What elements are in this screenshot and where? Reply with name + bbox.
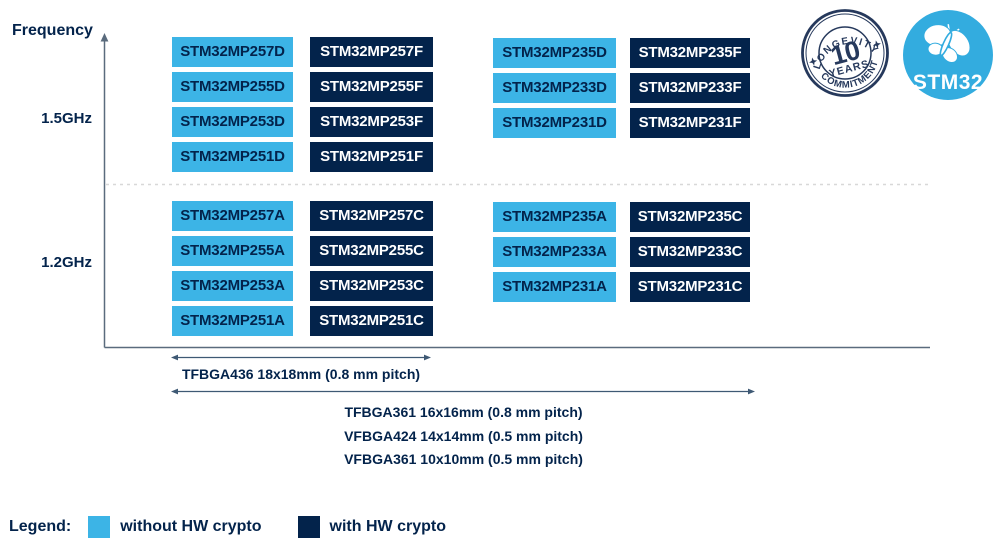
tick-1-2ghz: 1.2GHz [41, 254, 92, 271]
chip-stm32mp255d: STM32MP255D [172, 72, 293, 102]
stm32-logo: STM32 [903, 10, 993, 100]
stm32-logo-text: STM32 [913, 71, 983, 94]
legend-swatch-without-crypto [88, 516, 111, 538]
chip-stm32mp255f: STM32MP255F [310, 72, 433, 102]
chip-stm32mp233c: STM32MP233C [630, 237, 750, 267]
package-label-tfbga361: TFBGA361 16x16mm (0.8 mm pitch) [344, 404, 583, 420]
chip-stm32mp233a: STM32MP233A [493, 237, 616, 267]
stamp-star-left [809, 57, 818, 66]
chip-stm32mp253c: STM32MP253C [310, 271, 433, 301]
chip-group-mp23x-1-2ghz: STM32MP235A STM32MP235C STM32MP233A STM32MP… [493, 202, 750, 302]
chip-stm32mp233f: STM32MP233F [630, 73, 750, 103]
chip-stm32mp235a: STM32MP235A [493, 202, 616, 232]
tick-1-5ghz: 1.5GHz [41, 110, 92, 127]
chip-stm32mp251a: STM32MP251A [172, 306, 293, 336]
chip-stm32mp255c: STM32MP255C [310, 236, 433, 266]
chip-stm32mp253f: STM32MP253F [310, 107, 433, 137]
chip-stm32mp251f: STM32MP251F [310, 142, 433, 172]
stamp-inner-ring [818, 26, 872, 80]
chip-stm32mp257d: STM32MP257D [172, 37, 293, 67]
legend-label-without-crypto: without HW crypto [120, 518, 262, 535]
y-axis-arrowhead [100, 33, 109, 42]
chip-stm32mp231d: STM32MP231D [493, 108, 616, 138]
chip-stm32mp231f: STM32MP231F [630, 108, 750, 138]
package-arrow-multi [171, 388, 755, 395]
chip-group-mp25x-1-2ghz: STM32MP257A STM32MP257C STM32MP255A STM32MP… [172, 201, 433, 336]
chip-stm32mp235d: STM32MP235D [493, 38, 616, 68]
chip-stm32mp231c: STM32MP231C [630, 272, 750, 302]
butterfly-icon [923, 24, 971, 63]
chip-stm32mp257a: STM32MP257A [172, 201, 293, 231]
chip-stm32mp235c: STM32MP235C [630, 202, 750, 232]
chip-stm32mp231a: STM32MP231A [493, 272, 616, 302]
chip-group-mp23x-1-5ghz: STM32MP235D STM32MP235F STM32MP233D STM32MP… [493, 38, 750, 138]
legend-label-with-crypto: with HW crypto [329, 518, 446, 535]
package-label-vfbga424: VFBGA424 14x14mm (0.5 mm pitch) [344, 427, 583, 444]
stamp-outer-ring [801, 9, 889, 97]
chip-stm32mp251c: STM32MP251C [310, 306, 433, 336]
legend-swatch-with-crypto [297, 516, 320, 538]
chip-group-mp25x-1-5ghz: STM32MP257D STM32MP257F STM32MP255D STM32MP… [172, 37, 433, 172]
chip-stm32mp233d: STM32MP233D [493, 73, 616, 103]
legend: Legend: without HW crypto with HW crypto [9, 515, 446, 539]
stamp-star-right [872, 40, 881, 49]
chip-stm32mp253d: STM32MP253D [172, 107, 293, 137]
package-label-tfbga436: TFBGA436 18x18mm (0.8 mm pitch) [181, 366, 421, 382]
chip-stm32mp255a: STM32MP255A [172, 236, 293, 266]
chip-stm32mp235f: STM32MP235F [630, 38, 750, 68]
chip-stm32mp253a: STM32MP253A [172, 271, 293, 301]
chip-stm32mp257c: STM32MP257C [310, 201, 433, 231]
stamp-second-ring [805, 13, 885, 93]
longevity-10-years-badge: LONGEVITY COMMITMENT 10 YEARS [801, 9, 889, 98]
package-label-group: TFBGA361 16x16mm (0.8 mm pitch) VFBGA424… [172, 401, 755, 472]
package-label-vfbga361: VFBGA361 10x10mm (0.5 mm pitch) [344, 451, 583, 467]
chip-stm32mp257f: STM32MP257F [310, 37, 433, 67]
legend-title: Legend: [9, 518, 72, 535]
package-arrow-tfbga436 [171, 354, 431, 361]
frequency-axis-title: Frequency [12, 22, 93, 39]
chip-stm32mp251d: STM32MP251D [172, 142, 293, 172]
